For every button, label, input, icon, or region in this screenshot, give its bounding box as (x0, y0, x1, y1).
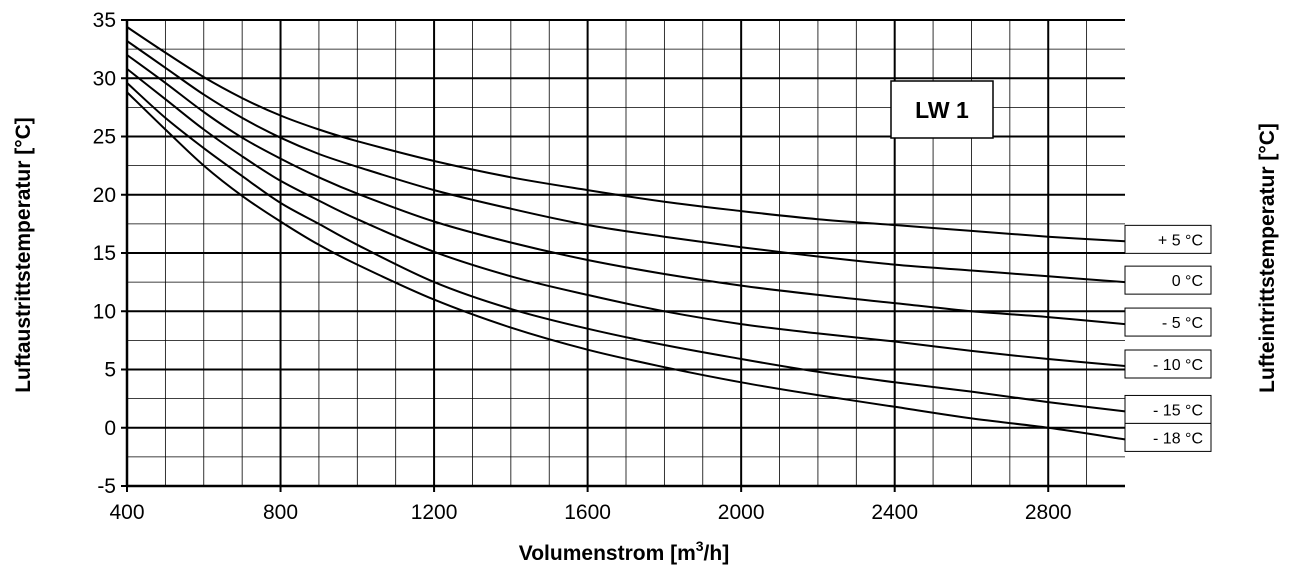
series-line-3 (126, 68, 1126, 367)
y-tick-label: 35 (93, 9, 116, 32)
series-line-2 (126, 54, 1126, 326)
series-line-5 (126, 91, 1126, 441)
x-tick-label: 400 (109, 501, 144, 524)
y-tick-label: 25 (93, 126, 116, 149)
legend-label: - 5 °C (1162, 315, 1203, 332)
legend-item: - 18 °C (1124, 422, 1212, 452)
legend-item: - 10 °C (1124, 349, 1212, 379)
badge-label: LW 1 (915, 97, 969, 123)
legend-box (1124, 265, 1212, 295)
y-tick-label: 30 (93, 67, 116, 90)
axes (121, 19, 1125, 492)
x-axis-title: Volumenstrom [m3/h] (519, 538, 729, 565)
x-tick-label: 2800 (1025, 501, 1072, 524)
y-tick-label: 0 (104, 417, 116, 440)
x-tick-label: 2400 (871, 501, 918, 524)
badge-box (890, 80, 994, 139)
legend-box (1124, 422, 1212, 452)
y-tick-label: 15 (93, 242, 116, 265)
series-line-4 (126, 82, 1126, 413)
legend-box (1124, 394, 1212, 424)
series-lines (126, 26, 1126, 441)
legend-box (1124, 307, 1212, 337)
legend: + 5 °C 0 °C - 5 °C - 10 °C - 15 °C - 18 °C (1124, 224, 1212, 452)
y-tick-label: 5 (104, 359, 116, 382)
x-tick-label: 2000 (718, 501, 765, 524)
legend-label: - 10 °C (1153, 357, 1203, 374)
badge: LW 1 (890, 80, 994, 139)
legend-label: 0 °C (1172, 273, 1203, 290)
y-tick-label: 20 (93, 184, 116, 207)
legend-item: + 5 °C (1124, 224, 1212, 254)
y-tick-label: 10 (93, 300, 116, 323)
legend-label: - 18 °C (1153, 430, 1203, 447)
legend-box (1124, 224, 1212, 254)
legend-label: + 5 °C (1158, 232, 1203, 249)
legend-item: - 15 °C (1124, 394, 1212, 424)
x-tick-label: 800 (263, 501, 298, 524)
x-tick-label: 1200 (411, 501, 458, 524)
y2-axis-title: Lufteintrittstemperatur [°C] (1256, 123, 1279, 393)
series-line-0 (126, 26, 1126, 243)
y-tick-label: -5 (97, 475, 116, 498)
tick-labels: -5 0 5 10 15 20 25 30 35 400 800 1200 1600 2000 2400 28… (93, 9, 1072, 524)
legend-label: - 15 °C (1153, 402, 1203, 419)
y-axis-title: Luftaustrittstemperatur [°C] (12, 117, 35, 393)
x-tick-label: 1600 (564, 501, 611, 524)
legend-item: - 5 °C (1124, 307, 1212, 337)
series-line-1 (126, 40, 1126, 284)
legend-box (1124, 349, 1212, 379)
legend-item: 0 °C (1124, 265, 1212, 295)
